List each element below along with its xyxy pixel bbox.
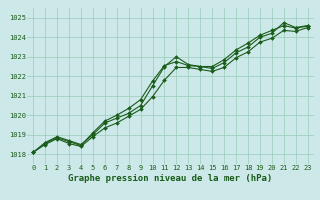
X-axis label: Graphe pression niveau de la mer (hPa): Graphe pression niveau de la mer (hPa) bbox=[68, 174, 273, 183]
